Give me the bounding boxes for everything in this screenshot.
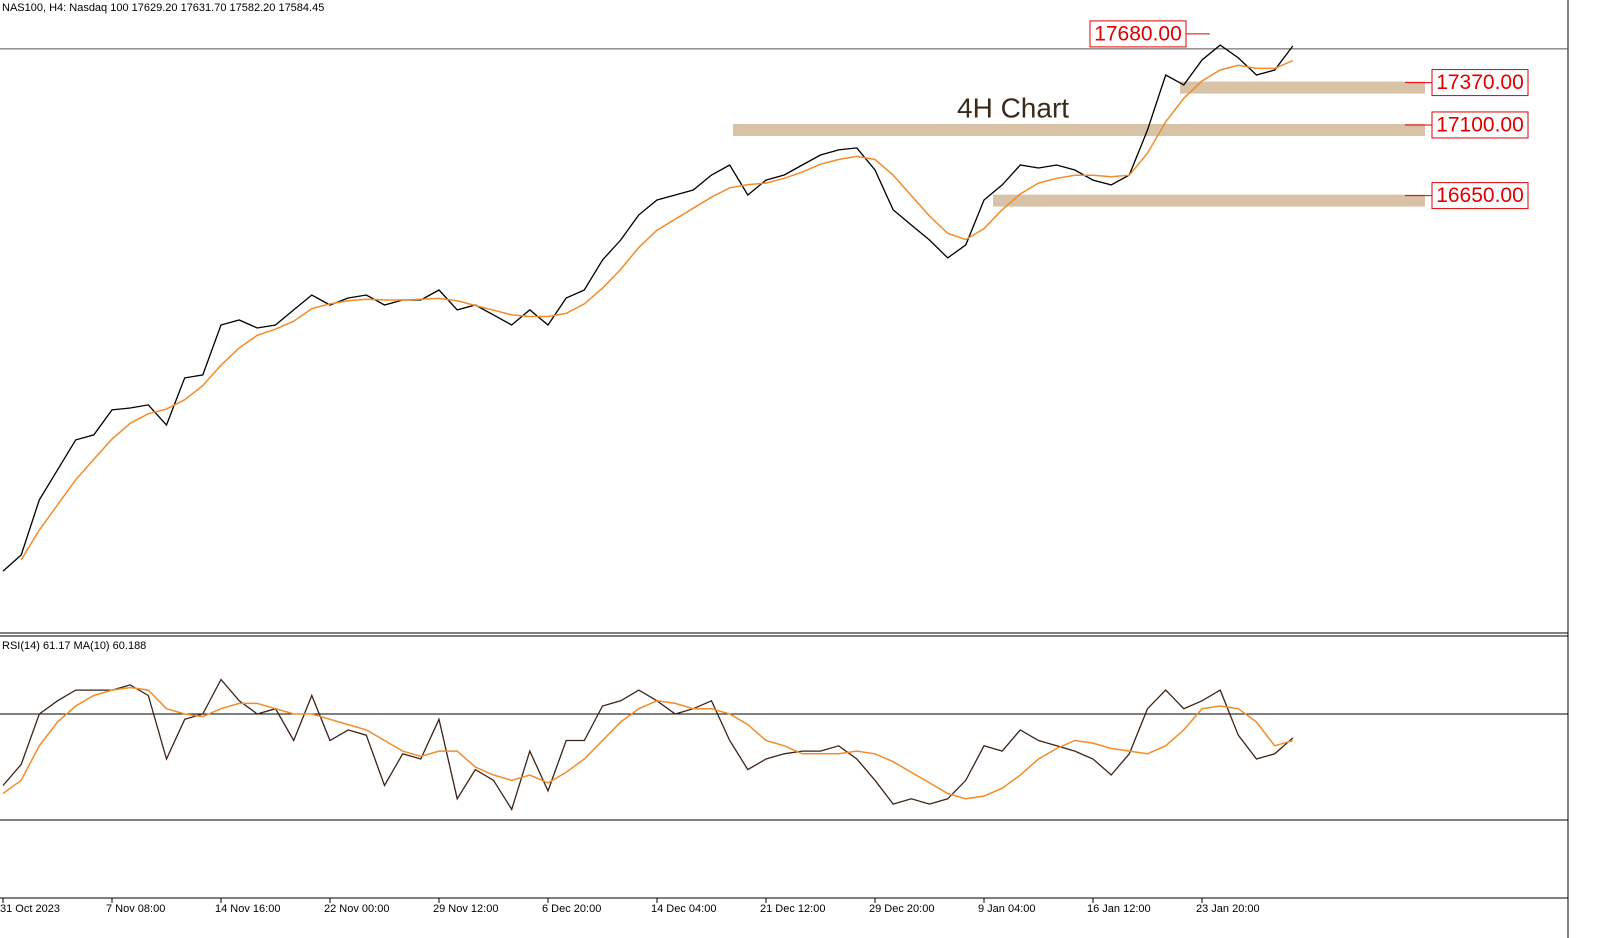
annotation: 4H Chart (957, 92, 1069, 123)
x-tick-label: 16 Jan 12:00 (1087, 903, 1151, 915)
level-label: 17100.00 (1436, 114, 1524, 137)
x-tick-label: 31 Oct 2023 (0, 903, 60, 915)
x-tick-label: 9 Jan 04:00 (978, 903, 1036, 915)
series-line (2, 686, 1294, 800)
level-label: 16650.00 (1436, 184, 1524, 207)
x-tick-label: 29 Nov 12:00 (433, 903, 498, 915)
x-tick-label: 21 Dec 12:00 (760, 903, 825, 915)
x-tick-label: 6 Dec 20:00 (542, 903, 601, 915)
x-tick-label: 29 Dec 20:00 (869, 903, 934, 915)
rsi-header: RSI(14) 61.17 MA(10) 60.188 (2, 640, 146, 652)
level-label: 17680.00 (1094, 22, 1182, 45)
level-label-box (1431, 182, 1529, 210)
level-zone (993, 194, 1425, 207)
level-zone (733, 123, 1425, 136)
level-label-box (1089, 20, 1187, 48)
series-line (2, 44, 1294, 572)
x-tick-label: 7 Nov 08:00 (106, 903, 165, 915)
level-label: 17370.00 (1436, 71, 1524, 94)
level-label-box (1431, 69, 1529, 97)
price-header: NAS100, H4: Nasdaq 100 17629.20 17631.70… (2, 2, 324, 14)
x-tick-label: 22 Nov 00:00 (324, 903, 389, 915)
level-label-box (1431, 111, 1529, 139)
x-tick-label: 14 Dec 04:00 (651, 903, 716, 915)
level-zone (1180, 81, 1425, 94)
series-line (2, 678, 1294, 811)
x-tick-label: 14 Nov 16:00 (215, 903, 280, 915)
x-tick-label: 23 Jan 20:00 (1196, 903, 1260, 915)
series-line (20, 59, 1294, 561)
